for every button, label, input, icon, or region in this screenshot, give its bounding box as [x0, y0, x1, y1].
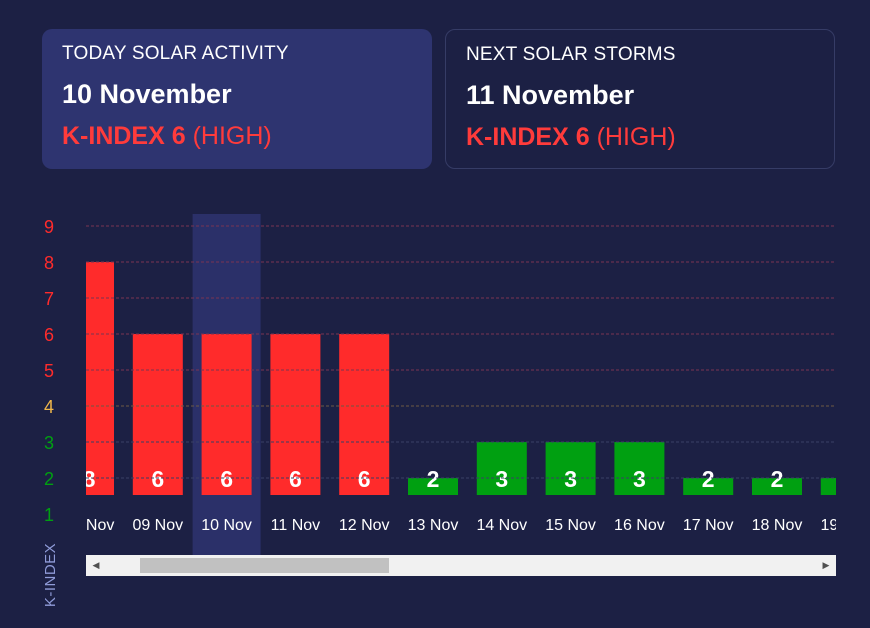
y-tick-label: 1 [44, 505, 54, 525]
chart-scrollbar[interactable]: ◀ ▶ [86, 555, 836, 576]
x-tick-label: 16 Nov [614, 517, 665, 534]
bar-value-label: 6 [289, 466, 302, 492]
next-card-kindex: K-INDEX 6 (HIGH) [466, 123, 814, 152]
x-tick-label: 13 Nov [408, 517, 459, 534]
bar [476, 442, 527, 495]
x-tick-label: 09 Nov [132, 517, 183, 534]
bar-value-label: 6 [358, 466, 371, 492]
bar [683, 478, 734, 495]
bar [270, 334, 321, 495]
scroll-right-arrow-icon[interactable]: ▶ [822, 560, 830, 570]
y-tick-label: 3 [44, 433, 54, 453]
today-kindex-value: K-INDEX 6 [62, 122, 186, 150]
bar [408, 478, 458, 495]
next-kindex-level: (HIGH) [596, 123, 676, 151]
y-tick-label: 4 [44, 397, 54, 417]
next-card-title: NEXT SOLAR STORMS [466, 44, 676, 65]
y-tick-label: 8 [44, 253, 54, 273]
x-tick-label: 12 Nov [339, 517, 390, 534]
bar-value-label: 2 [839, 466, 852, 492]
bar [132, 334, 183, 495]
scroll-left-arrow-icon[interactable]: ◀ [92, 560, 100, 570]
x-tick-label: 08 Nov [64, 517, 115, 534]
bar-value-label: 2 [427, 466, 440, 492]
bar [545, 442, 596, 495]
bar [86, 262, 114, 495]
scroll-thumb[interactable] [140, 558, 389, 573]
y-tick-label: 2 [44, 469, 54, 489]
bar-value-label: 2 [702, 466, 715, 492]
x-tick-label: 17 Nov [683, 517, 734, 534]
next-card-date: 11 November [466, 80, 635, 110]
bar-value-label: 6 [220, 466, 233, 492]
x-tick-label: 18 Nov [752, 517, 803, 534]
y-tick-label: 6 [44, 325, 54, 345]
bar [820, 478, 836, 495]
y-axis-title: K-INDEX [42, 543, 59, 607]
next-solar-storms-card: NEXT SOLAR STORMS 11 November K-INDEX 6 … [445, 29, 835, 169]
today-card-title: TODAY SOLAR ACTIVITY [62, 43, 289, 64]
x-tick-label: 15 Nov [545, 517, 596, 534]
bar-value-label: 3 [633, 466, 646, 492]
x-tick-label: 14 Nov [476, 517, 527, 534]
bar-value-label: 3 [495, 466, 508, 492]
today-solar-activity-card: TODAY SOLAR ACTIVITY 10 November K-INDEX… [42, 29, 432, 169]
plot-area: 8 08 Nov 6 09 Nov 6 10 Nov 6 11 Nov 6 12 Nov 2 13 N… [64, 214, 870, 556]
bar-value-label: 3 [564, 466, 577, 492]
bar-value-label: 2 [771, 466, 784, 492]
x-tick-label: 19 Nov [820, 517, 870, 534]
today-kindex-level: (HIGH) [192, 122, 272, 150]
bar [201, 334, 252, 495]
bar-value-label: 6 [151, 466, 164, 492]
today-card-date: 10 November [62, 79, 232, 109]
today-card-kindex: K-INDEX 6 (HIGH) [62, 122, 412, 151]
x-tick-label: 10 Nov [201, 517, 252, 534]
bar [752, 478, 802, 495]
y-tick-label: 7 [44, 289, 54, 309]
x-tick-label: 11 Nov [271, 517, 321, 534]
y-tick-label: 9 [44, 217, 54, 237]
bar [339, 334, 390, 495]
next-kindex-value: K-INDEX 6 [466, 123, 590, 151]
y-tick-label: 5 [44, 361, 54, 381]
bar-value-label: 8 [83, 466, 96, 492]
bar [614, 442, 665, 495]
